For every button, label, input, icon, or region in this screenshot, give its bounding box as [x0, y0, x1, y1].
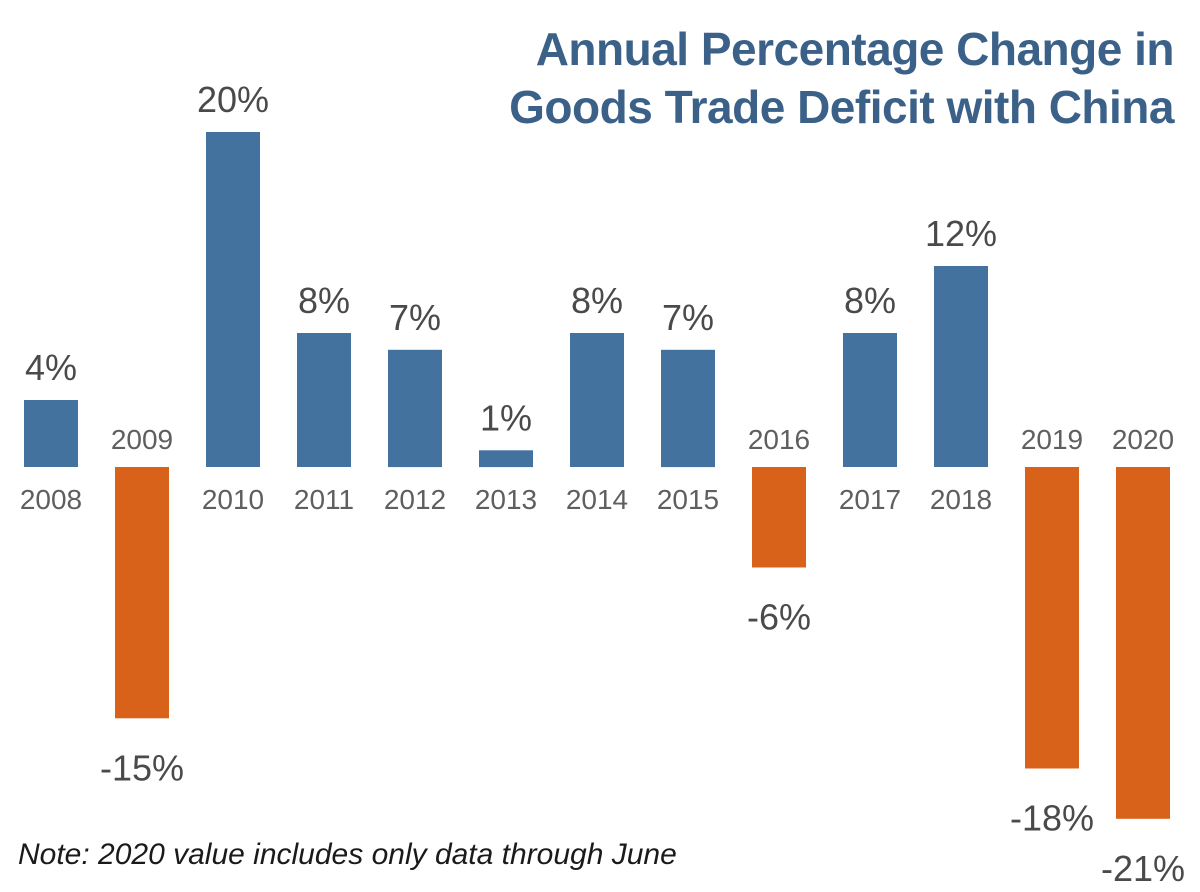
- chart-title-line-1: Annual Percentage Change in: [535, 23, 1175, 75]
- data-label-2014: 8%: [571, 280, 623, 321]
- data-label-2020: -21%: [1101, 848, 1185, 889]
- chart-title-line-2: Goods Trade Deficit with China: [509, 81, 1174, 133]
- x-tick-label-2009: 2009: [111, 424, 173, 455]
- data-label-2018: 12%: [925, 213, 997, 254]
- data-label-2010: 20%: [197, 79, 269, 120]
- bar-2008: [24, 400, 78, 467]
- data-label-2019: -18%: [1010, 798, 1094, 839]
- bar-2020: [1116, 467, 1170, 819]
- x-tick-label-2016: 2016: [748, 424, 810, 455]
- x-tick-label-2018: 2018: [930, 484, 992, 515]
- bar-2014: [570, 333, 624, 467]
- x-tick-label-2011: 2011: [294, 484, 354, 515]
- x-tick-label-2014: 2014: [566, 484, 628, 515]
- x-tick-label-2019: 2019: [1021, 424, 1083, 455]
- x-tick-label-2010: 2010: [202, 484, 264, 515]
- data-label-2011: 8%: [298, 280, 350, 321]
- x-tick-label-2015: 2015: [657, 484, 719, 515]
- x-tick-label-2013: 2013: [475, 484, 537, 515]
- x-tick-label-2020: 2020: [1112, 424, 1174, 455]
- chart-title: Annual Percentage Change in Goods Trade …: [509, 20, 1174, 136]
- data-label-2013: 1%: [480, 397, 532, 438]
- x-tick-label-2012: 2012: [384, 484, 446, 515]
- x-tick-label-2017: 2017: [839, 484, 901, 515]
- data-label-2015: 7%: [662, 297, 714, 338]
- bar-2010: [206, 132, 260, 467]
- bar-2016: [752, 467, 806, 568]
- bar-2011: [297, 333, 351, 467]
- footnote: Note: 2020 value includes only data thro…: [18, 838, 677, 871]
- bar-2012: [388, 349, 442, 468]
- bar-2019: [1025, 467, 1079, 769]
- bar-2015: [661, 349, 715, 468]
- data-label-2017: 8%: [844, 280, 896, 321]
- bar-2018: [934, 266, 988, 467]
- bar-2009: [115, 467, 169, 719]
- x-tick-label-2008: 2008: [20, 484, 82, 515]
- data-label-2008: 4%: [25, 347, 77, 388]
- data-label-2016: -6%: [747, 597, 811, 638]
- bar-2017: [843, 333, 897, 467]
- bar-2013: [479, 450, 533, 468]
- data-label-2012: 7%: [389, 297, 441, 338]
- data-label-2009: -15%: [100, 747, 184, 788]
